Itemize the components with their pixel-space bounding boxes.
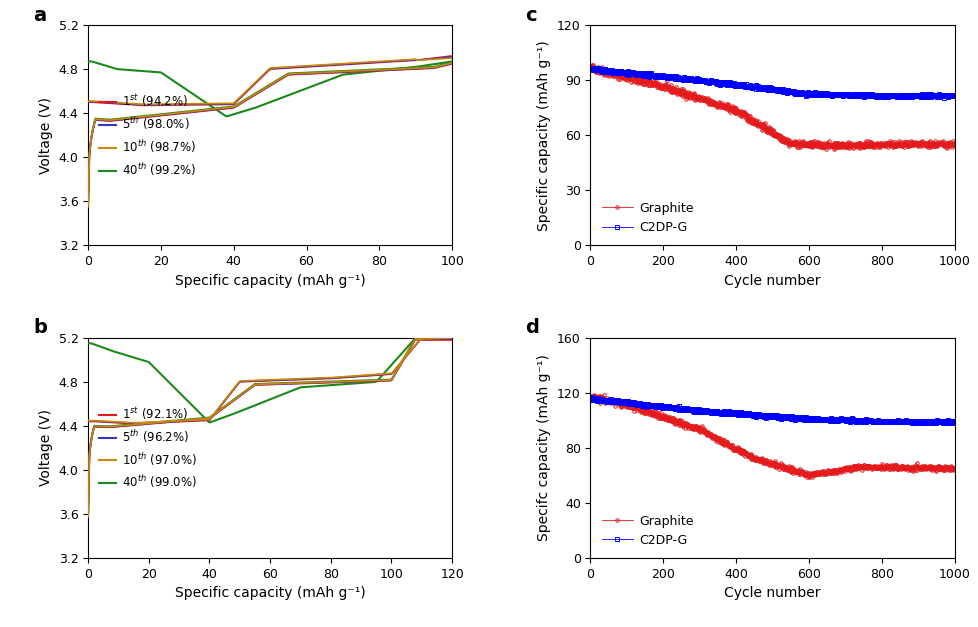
Y-axis label: Specific capacity (mAh g⁻¹): Specific capacity (mAh g⁻¹) xyxy=(537,40,551,231)
C2DP-G xyxy=(834,91,846,98)
Graphite xyxy=(868,143,880,150)
Text: d: d xyxy=(524,319,538,337)
X-axis label: Cycle number: Cycle number xyxy=(724,586,820,600)
Graphite xyxy=(585,63,597,70)
Graphite xyxy=(834,465,846,473)
Graphite xyxy=(586,61,598,69)
Graphite xyxy=(585,393,597,401)
C2DP-G xyxy=(868,93,880,100)
Legend: 1$^{st}$ (94.2%), 5$^{th}$ (98.0%), 10$^{th}$ (98.7%), 40$^{th}$ (99.2%): 1$^{st}$ (94.2%), 5$^{th}$ (98.0%), 10$^… xyxy=(94,88,201,182)
C2DP-G xyxy=(948,92,959,100)
Graphite xyxy=(875,141,887,149)
Legend: Graphite, C2DP-G: Graphite, C2DP-G xyxy=(597,510,698,552)
Y-axis label: Voltage (V): Voltage (V) xyxy=(39,409,53,487)
Y-axis label: Voltage (V): Voltage (V) xyxy=(39,97,53,174)
Graphite xyxy=(834,140,846,148)
C2DP-G xyxy=(732,82,743,89)
C2DP-G xyxy=(948,418,959,426)
C2DP-G xyxy=(868,418,880,425)
X-axis label: Specific capacity (mAh g⁻¹): Specific capacity (mAh g⁻¹) xyxy=(175,586,365,600)
C2DP-G xyxy=(874,418,886,426)
Graphite xyxy=(745,116,757,124)
Text: a: a xyxy=(33,6,47,24)
Graphite xyxy=(732,445,743,452)
X-axis label: Cycle number: Cycle number xyxy=(724,273,820,288)
C2DP-G xyxy=(622,398,634,406)
Legend: Graphite, C2DP-G: Graphite, C2DP-G xyxy=(597,197,698,239)
Graphite xyxy=(948,465,959,472)
Line: Graphite: Graphite xyxy=(589,63,956,151)
Graphite xyxy=(598,391,609,399)
C2DP-G xyxy=(586,394,598,401)
Graphite xyxy=(868,464,880,472)
C2DP-G xyxy=(589,65,600,72)
C2DP-G xyxy=(834,416,846,424)
Line: C2DP-G: C2DP-G xyxy=(589,66,956,99)
Graphite xyxy=(622,75,634,83)
Y-axis label: Specifc capacity (mAh g⁻¹): Specifc capacity (mAh g⁻¹) xyxy=(537,354,551,541)
Graphite xyxy=(801,473,813,481)
Graphite xyxy=(622,400,634,408)
C2DP-G xyxy=(585,396,597,404)
Line: C2DP-G: C2DP-G xyxy=(589,396,956,425)
Graphite xyxy=(875,463,887,470)
C2DP-G xyxy=(745,82,757,90)
C2DP-G xyxy=(585,65,597,72)
C2DP-G xyxy=(938,94,950,102)
Text: c: c xyxy=(524,6,536,24)
X-axis label: Specific capacity (mAh g⁻¹): Specific capacity (mAh g⁻¹) xyxy=(175,273,365,288)
C2DP-G xyxy=(732,412,743,419)
C2DP-G xyxy=(745,411,757,419)
Graphite xyxy=(820,145,831,153)
C2DP-G xyxy=(622,69,634,76)
Graphite xyxy=(745,451,757,459)
Graphite xyxy=(948,139,959,147)
C2DP-G xyxy=(874,92,886,99)
Graphite xyxy=(732,107,743,115)
Text: b: b xyxy=(33,319,47,337)
Legend: 1$^{st}$ (92.1%), 5$^{th}$ (96.2%), 10$^{th}$ (97.0%), 40$^{th}$ (99.0%): 1$^{st}$ (92.1%), 5$^{th}$ (96.2%), 10$^… xyxy=(94,401,202,495)
C2DP-G xyxy=(947,419,958,427)
Line: Graphite: Graphite xyxy=(589,393,956,479)
